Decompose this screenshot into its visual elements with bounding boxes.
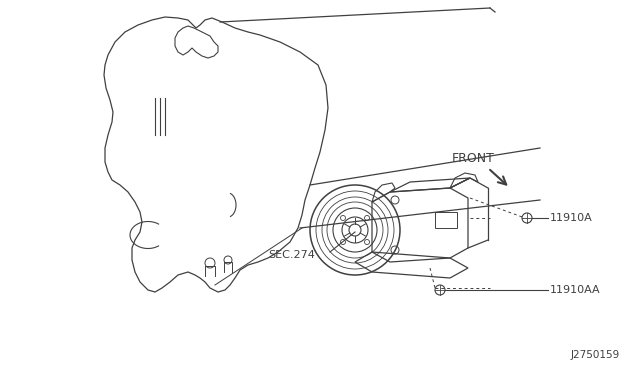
- Text: FRONT: FRONT: [452, 152, 495, 165]
- Text: 11910A: 11910A: [550, 213, 593, 223]
- Bar: [435, 212, 457, 228]
- Text: 11910AA: 11910AA: [550, 285, 600, 295]
- Text: J2750159: J2750159: [571, 350, 620, 360]
- Text: SEC.274: SEC.274: [268, 250, 315, 260]
